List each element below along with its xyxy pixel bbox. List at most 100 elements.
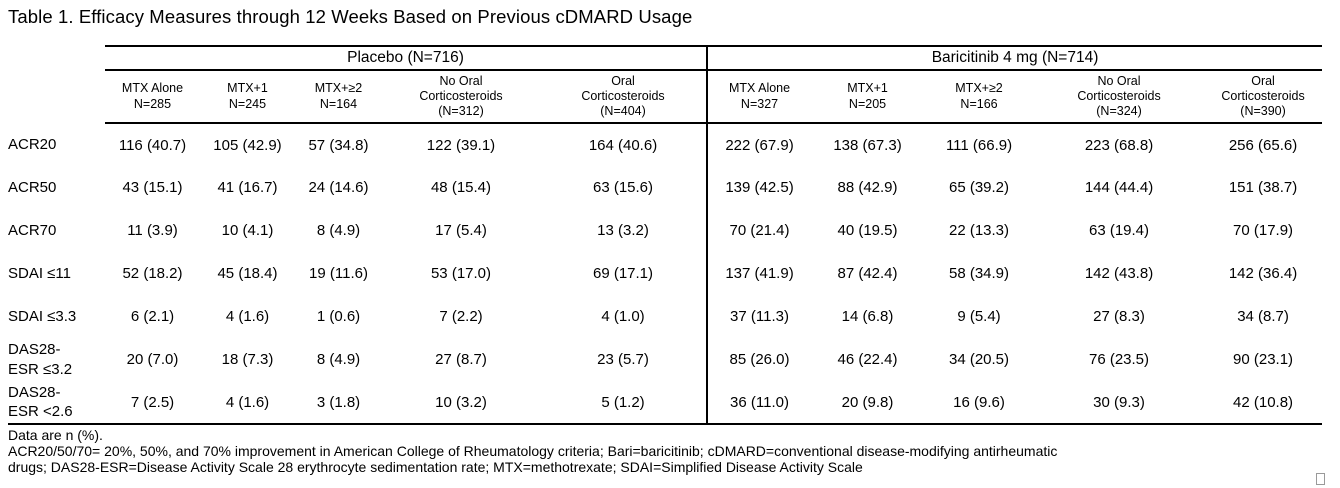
column-header-1-0: MTX Alone N=327 xyxy=(706,70,812,124)
data-cell: 137 (41.9) xyxy=(706,252,812,295)
data-cell: 142 (36.4) xyxy=(1228,265,1298,282)
data-cell: 5 (1.2) xyxy=(540,381,708,425)
data-cell: 1 (0.6) xyxy=(316,308,361,325)
data-cell: 88 (42.9) xyxy=(837,179,898,196)
data-cell: 65 (39.2) xyxy=(948,179,1010,196)
data-cell: 18 (7.3) xyxy=(221,351,274,368)
data-cell: 87 (42.4) xyxy=(837,265,898,282)
data-cell: 4 (1.0) xyxy=(601,308,645,325)
data-cell: 53 (17.0) xyxy=(430,265,492,282)
data-cell: 30 (9.3) xyxy=(1034,381,1205,425)
data-cell: 37 (11.3) xyxy=(706,295,812,338)
data-cell: 36 (11.0) xyxy=(706,381,812,425)
data-cell: 11 (3.9) xyxy=(127,222,178,239)
row-label: DAS28- ESR <2.6 xyxy=(8,381,105,425)
row-label: DAS28- ESR ≤3.2 xyxy=(8,341,73,378)
data-cell: 13 (3.2) xyxy=(597,222,649,239)
table-row: SDAI ≤11 52 (18.2) 45 (18.4) 19 (11.6) 53 (1… xyxy=(8,252,1322,295)
data-cell: 48 (15.4) xyxy=(430,179,492,196)
data-cell: 105 (42.9) xyxy=(213,136,282,154)
data-cell: 20 (7.0) xyxy=(126,351,179,368)
column-header-0-0: MTX Alone N=285 xyxy=(105,70,200,124)
row-label: ACR20 xyxy=(8,135,57,153)
data-cell: 85 (26.0) xyxy=(706,338,812,381)
data-cell: 256 (65.6) xyxy=(1228,136,1298,154)
corner-cell xyxy=(8,46,105,70)
data-cell: 222 (67.9) xyxy=(706,123,812,166)
row-label: SDAI ≤3.3 xyxy=(8,307,77,325)
data-cell: 42 (10.8) xyxy=(1204,381,1323,425)
column-header-1-2: MTX+≥2 N=166 xyxy=(924,70,1035,124)
data-cell: 8 (4.9) xyxy=(316,351,361,368)
group-header-baricitinib: Baricitinib 4 mg (N=714) xyxy=(706,45,1323,71)
column-header-1-1: MTX+1 N=205 xyxy=(811,70,925,124)
footnote-abbreviations-line1: ACR20/50/70= 20%, 50%, and 70% improveme… xyxy=(8,443,1058,459)
data-cell: 27 (8.3) xyxy=(1093,308,1145,325)
data-cell: 4 (1.6) xyxy=(225,308,270,325)
footnote-abbreviations-line2: drugs; DAS28-ESR=Disease Activity Scale … xyxy=(8,459,863,475)
row-label: SDAI ≤11 xyxy=(8,264,71,282)
page-corner-artifact xyxy=(1316,473,1325,485)
column-header-0-2: MTX+≥2 N=164 xyxy=(295,70,382,124)
data-cell: 10 (4.1) xyxy=(221,222,274,239)
table-head: Placebo (N=716) Baricitinib 4 mg (N=714) M… xyxy=(8,45,1323,124)
data-cell: 142 (43.8) xyxy=(1084,265,1154,282)
column-header-1-4: Oral Corticosteroids (N=390) xyxy=(1204,70,1323,124)
table-row: ACR70 11 (3.9) 10 (4.1) 8 (4.9) 17 (5.4) 13 (… xyxy=(8,209,1322,252)
table-row: DAS28- ESR ≤3.2 20 (7.0) 18 (7.3) 8 (4.9) 27… xyxy=(8,338,1322,381)
data-cell: 8 (4.9) xyxy=(316,222,361,239)
table-footnotes: Data are n (%). ACR20/50/70= 20%, 50%, a… xyxy=(8,427,1334,475)
row-label: ACR70 xyxy=(8,221,57,239)
table-body: ACR20 116 (40.7) 105 (42.9) 57 (34.8) 122 (3… xyxy=(8,123,1323,425)
data-cell: 164 (40.6) xyxy=(588,136,658,154)
data-cell: 19 (11.6) xyxy=(309,265,368,282)
data-cell: 144 (44.4) xyxy=(1084,179,1154,196)
data-cell: 24 (14.6) xyxy=(308,179,369,196)
data-cell: 3 (1.8) xyxy=(295,381,382,425)
footnote-data-are: Data are n (%). xyxy=(8,427,103,443)
table-row: ACR20 116 (40.7) 105 (42.9) 57 (34.8) 122 (3… xyxy=(8,123,1322,166)
data-cell: 116 (40.7) xyxy=(118,136,187,154)
row-label: ACR50 xyxy=(8,178,57,196)
corner-cell xyxy=(8,70,105,123)
data-cell: 45 (18.4) xyxy=(217,265,278,282)
data-cell: 139 (42.5) xyxy=(706,166,812,209)
table-row: ACR50 43 (15.1) 41 (16.7) 24 (14.6) 48 (15.4… xyxy=(8,166,1322,209)
data-cell: 27 (8.7) xyxy=(435,351,487,368)
data-cell: 122 (39.1) xyxy=(426,136,496,154)
table-title: Table 1. Efficacy Measures through 12 We… xyxy=(8,6,693,27)
data-cell: 7 (2.2) xyxy=(439,308,483,325)
data-cell: 10 (3.2) xyxy=(382,381,540,425)
efficacy-table: Placebo (N=716) Baricitinib 4 mg (N=714) M… xyxy=(8,45,1323,425)
group-header-placebo: Placebo (N=716) xyxy=(105,45,708,71)
data-cell: 46 (22.4) xyxy=(837,351,898,368)
data-cell: 20 (9.8) xyxy=(811,381,925,425)
data-cell: 34 (8.7) xyxy=(1237,308,1289,325)
group-header-row: Placebo (N=716) Baricitinib 4 mg (N=714) xyxy=(8,45,1323,71)
data-cell: 223 (68.8) xyxy=(1084,136,1154,154)
column-header-0-3: No Oral Corticosteroids (N=312) xyxy=(382,70,540,124)
data-cell: 69 (17.1) xyxy=(592,265,654,282)
column-header-0-4: Oral Corticosteroids (N=404) xyxy=(540,70,708,124)
data-cell: 4 (1.6) xyxy=(200,381,295,425)
data-cell: 90 (23.1) xyxy=(1233,351,1294,368)
data-cell: 70 (21.4) xyxy=(706,209,812,252)
data-cell: 70 (17.9) xyxy=(1233,222,1294,239)
data-cell: 40 (19.5) xyxy=(837,222,898,239)
data-cell: 52 (18.2) xyxy=(122,265,183,282)
table-row: DAS28- ESR <2.6 7 (2.5) 4 (1.6) 3 (1.8) 10 (… xyxy=(8,381,1323,425)
data-cell: 6 (2.1) xyxy=(130,308,175,325)
data-cell: 138 (67.3) xyxy=(833,136,902,154)
data-cell: 9 (5.4) xyxy=(957,308,1001,325)
data-cell: 22 (13.3) xyxy=(948,222,1010,239)
data-cell: 41 (16.7) xyxy=(217,179,278,196)
table-row: SDAI ≤3.3 6 (2.1) 4 (1.6) 1 (0.6) 7 (2.2) 4 (… xyxy=(8,295,1322,338)
data-cell: 76 (23.5) xyxy=(1088,351,1150,368)
data-cell: 111 (66.9) xyxy=(945,136,1013,154)
data-cell: 58 (34.9) xyxy=(948,265,1010,282)
data-cell: 34 (20.5) xyxy=(948,351,1010,368)
data-cell: 14 (6.8) xyxy=(841,308,894,325)
data-cell: 17 (5.4) xyxy=(435,222,487,239)
data-cell: 63 (15.6) xyxy=(592,179,654,196)
column-header-0-1: MTX+1 N=245 xyxy=(200,70,295,124)
